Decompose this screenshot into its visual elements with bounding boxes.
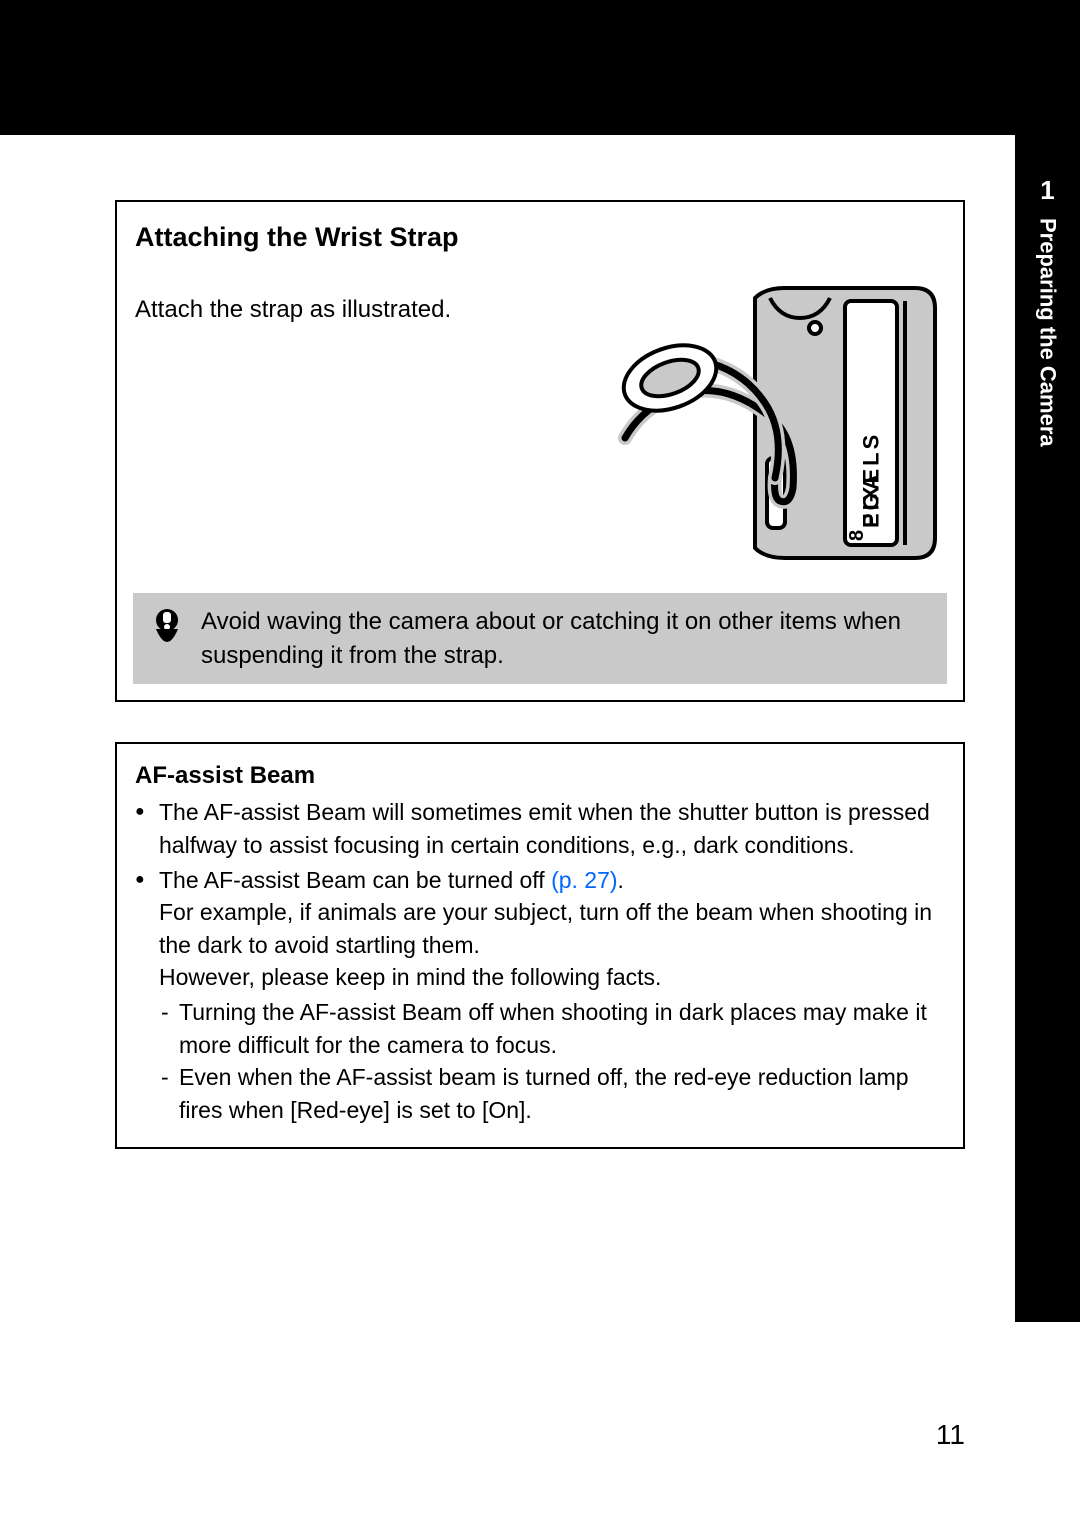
af-assist-b2-a: The AF-assist Beam can be turned off [159, 867, 551, 893]
top-header-bar [0, 0, 1080, 135]
af-assist-sub-2: Even when the AF-assist beam is turned o… [159, 1061, 945, 1126]
af-assist-box: AF-assist Beam The AF-assist Beam will s… [115, 742, 965, 1149]
page-number: 11 [936, 1419, 965, 1451]
wrist-strap-row: Attach the strap as illustrated. [135, 283, 945, 563]
af-assist-sublist: Turning the AF-assist Beam off when shoo… [159, 996, 945, 1127]
chapter-number: 1 [1015, 175, 1080, 206]
wrist-strap-title: Attaching the Wrist Strap [135, 222, 945, 253]
wrist-strap-box: Attaching the Wrist Strap Attach the str… [115, 200, 965, 702]
caution-icon [147, 607, 187, 655]
wrist-strap-text: Attach the strap as illustrated. [135, 283, 595, 563]
af-assist-b2-line3: However, please keep in mind the followi… [159, 964, 661, 990]
svg-text:EGA: EGA [859, 471, 884, 528]
chapter-title: Preparing the Camera [1035, 218, 1061, 447]
af-assist-b2-line2: For example, if animals are your subject… [159, 899, 932, 958]
page-content: Attaching the Wrist Strap Attach the str… [115, 200, 965, 1149]
af-assist-sub-2-text: Even when the AF-assist beam is turned o… [179, 1064, 909, 1123]
af-assist-bullets: The AF-assist Beam will sometimes emit w… [135, 796, 945, 1127]
af-assist-sub-1: Turning the AF-assist Beam off when shoo… [159, 996, 945, 1061]
warning-callout: Avoid waving the camera about or catchin… [133, 593, 947, 684]
side-tab: 1 Preparing the Camera [1015, 0, 1080, 1322]
af-assist-bullet-1: The AF-assist Beam will sometimes emit w… [135, 796, 945, 861]
page-ref-link[interactable]: (p. 27) [551, 867, 617, 893]
warning-text: Avoid waving the camera about or catchin… [201, 605, 933, 672]
af-assist-bullet-2: The AF-assist Beam can be turned off (p.… [135, 864, 945, 1127]
svg-text:8: 8 [846, 530, 868, 541]
af-assist-b2-b: . [618, 867, 624, 893]
af-assist-title: AF-assist Beam [135, 762, 945, 790]
wrist-strap-illustration: PIXELS EGA 8 [615, 283, 945, 563]
af-assist-sub-1-text: Turning the AF-assist Beam off when shoo… [179, 999, 927, 1058]
af-assist-bullet-1-text: The AF-assist Beam will sometimes emit w… [159, 799, 930, 858]
